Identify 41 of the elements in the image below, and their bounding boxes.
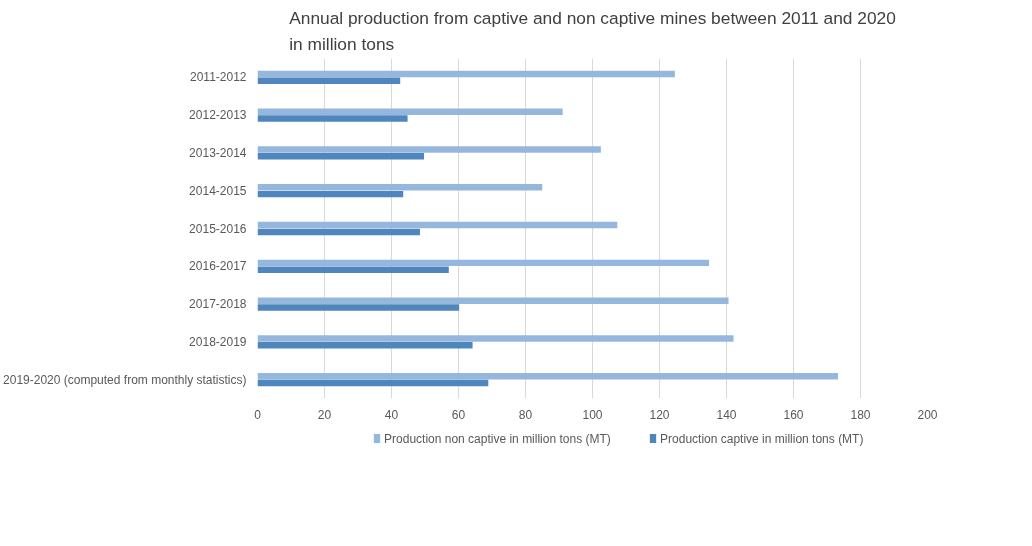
bar bbox=[257, 304, 460, 311]
x-tick-label: 80 bbox=[518, 407, 533, 422]
y-tick-label: 2018-2019 bbox=[189, 334, 247, 349]
bar bbox=[257, 70, 675, 78]
legend-label: Production captive in million tons (MT) bbox=[660, 431, 864, 446]
y-tick-label: 2013-2014 bbox=[189, 145, 247, 160]
x-tick-label: 160 bbox=[783, 407, 804, 422]
bar bbox=[257, 297, 729, 304]
x-tick-label: 200 bbox=[917, 407, 938, 422]
bar bbox=[257, 335, 734, 342]
bar bbox=[257, 379, 489, 387]
bar bbox=[257, 153, 424, 160]
bar bbox=[257, 221, 618, 229]
y-tick-label: 2014-2015 bbox=[189, 183, 247, 198]
bar bbox=[257, 184, 543, 191]
bar bbox=[257, 259, 710, 267]
x-tick-label: 40 bbox=[384, 407, 399, 422]
x-tick-label: 20 bbox=[317, 407, 332, 422]
y-tick-label: 2019-2020 (computed from monthly statistics) bbox=[3, 372, 247, 387]
x-tick-label: 60 bbox=[451, 407, 466, 422]
y-tick-label: 2016-2017 bbox=[189, 259, 247, 274]
bar bbox=[257, 342, 473, 349]
bar bbox=[257, 115, 408, 122]
bar bbox=[257, 190, 404, 198]
x-tick-label: 100 bbox=[582, 407, 603, 422]
bar bbox=[257, 146, 601, 153]
legend-label: Production non captive in million tons (MT) bbox=[384, 431, 611, 446]
y-tick-label: 2017-2018 bbox=[189, 297, 247, 312]
bar bbox=[257, 228, 420, 236]
bar bbox=[257, 372, 839, 380]
chart-title: Annual production from captive and non captive mines between 2011 and 2020 in million tons bbox=[289, 7, 896, 54]
x-tick-label: 180 bbox=[850, 407, 871, 422]
y-tick-label: 2011-2012 bbox=[190, 70, 247, 85]
bar bbox=[257, 266, 449, 273]
y-tick-label: 2015-2016 bbox=[189, 221, 247, 236]
y-tick-label: 2012-2013 bbox=[189, 108, 247, 123]
x-tick-label: 0 bbox=[254, 407, 262, 422]
bar bbox=[257, 108, 563, 115]
x-tick-label: 120 bbox=[649, 407, 670, 422]
x-tick-label: 140 bbox=[716, 407, 737, 422]
bar bbox=[257, 77, 401, 85]
